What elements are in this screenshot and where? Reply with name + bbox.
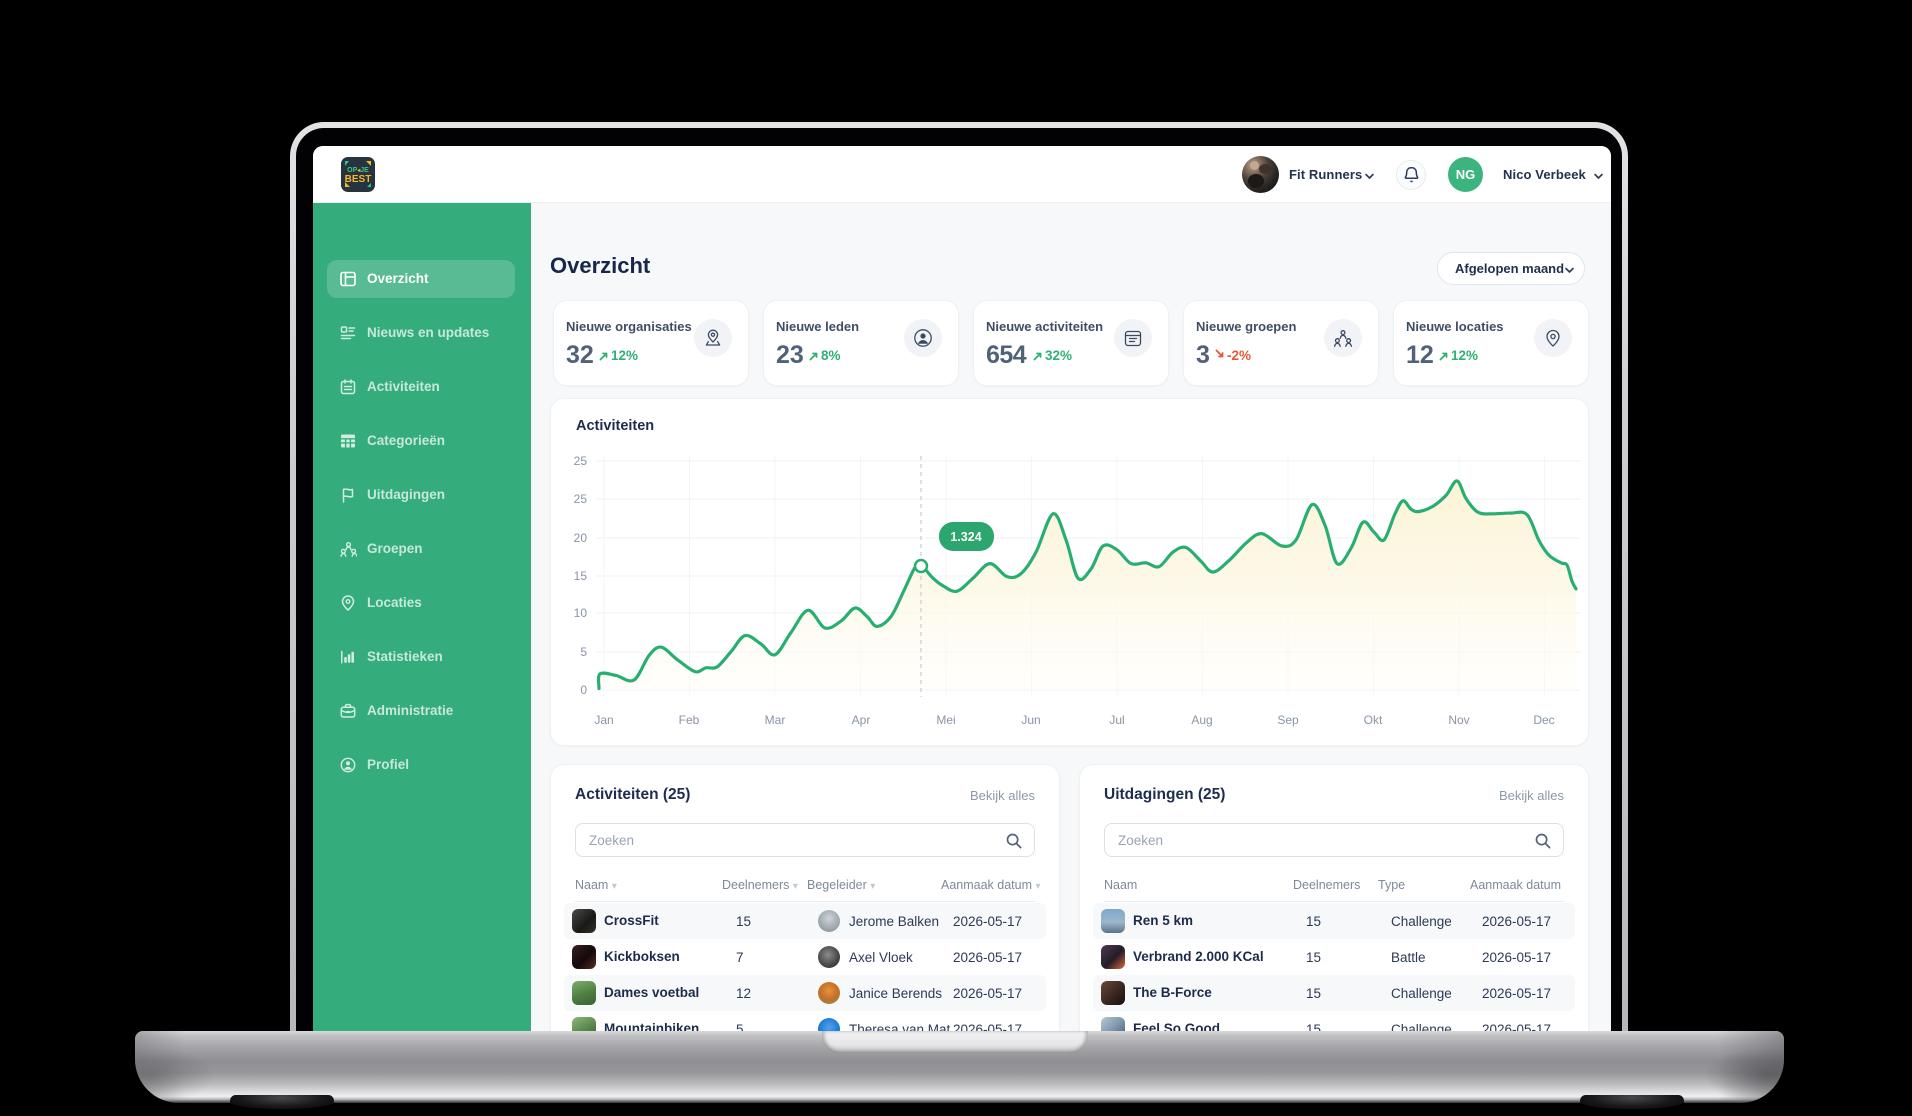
svg-text:Aug: Aug [1191, 713, 1212, 727]
svg-text:25: 25 [574, 492, 588, 506]
svg-text:0: 0 [580, 683, 587, 697]
svg-text:5: 5 [580, 645, 587, 659]
svg-text:Sep: Sep [1277, 713, 1299, 727]
svg-text:10: 10 [574, 606, 588, 620]
svg-text:Feb: Feb [679, 713, 700, 727]
svg-text:Mar: Mar [765, 713, 786, 727]
svg-text:Nov: Nov [1448, 713, 1469, 727]
svg-text:Okt: Okt [1364, 713, 1383, 727]
svg-text:Jan: Jan [594, 713, 613, 727]
svg-text:Mei: Mei [936, 713, 955, 727]
svg-text:20: 20 [574, 531, 588, 545]
svg-text:25: 25 [574, 454, 588, 468]
svg-text:15: 15 [574, 569, 588, 583]
svg-text:Jul: Jul [1109, 713, 1124, 727]
svg-text:Jun: Jun [1021, 713, 1040, 727]
svg-text:Apr: Apr [852, 713, 871, 727]
svg-text:Dec: Dec [1533, 713, 1554, 727]
svg-text:1.324: 1.324 [950, 530, 981, 544]
